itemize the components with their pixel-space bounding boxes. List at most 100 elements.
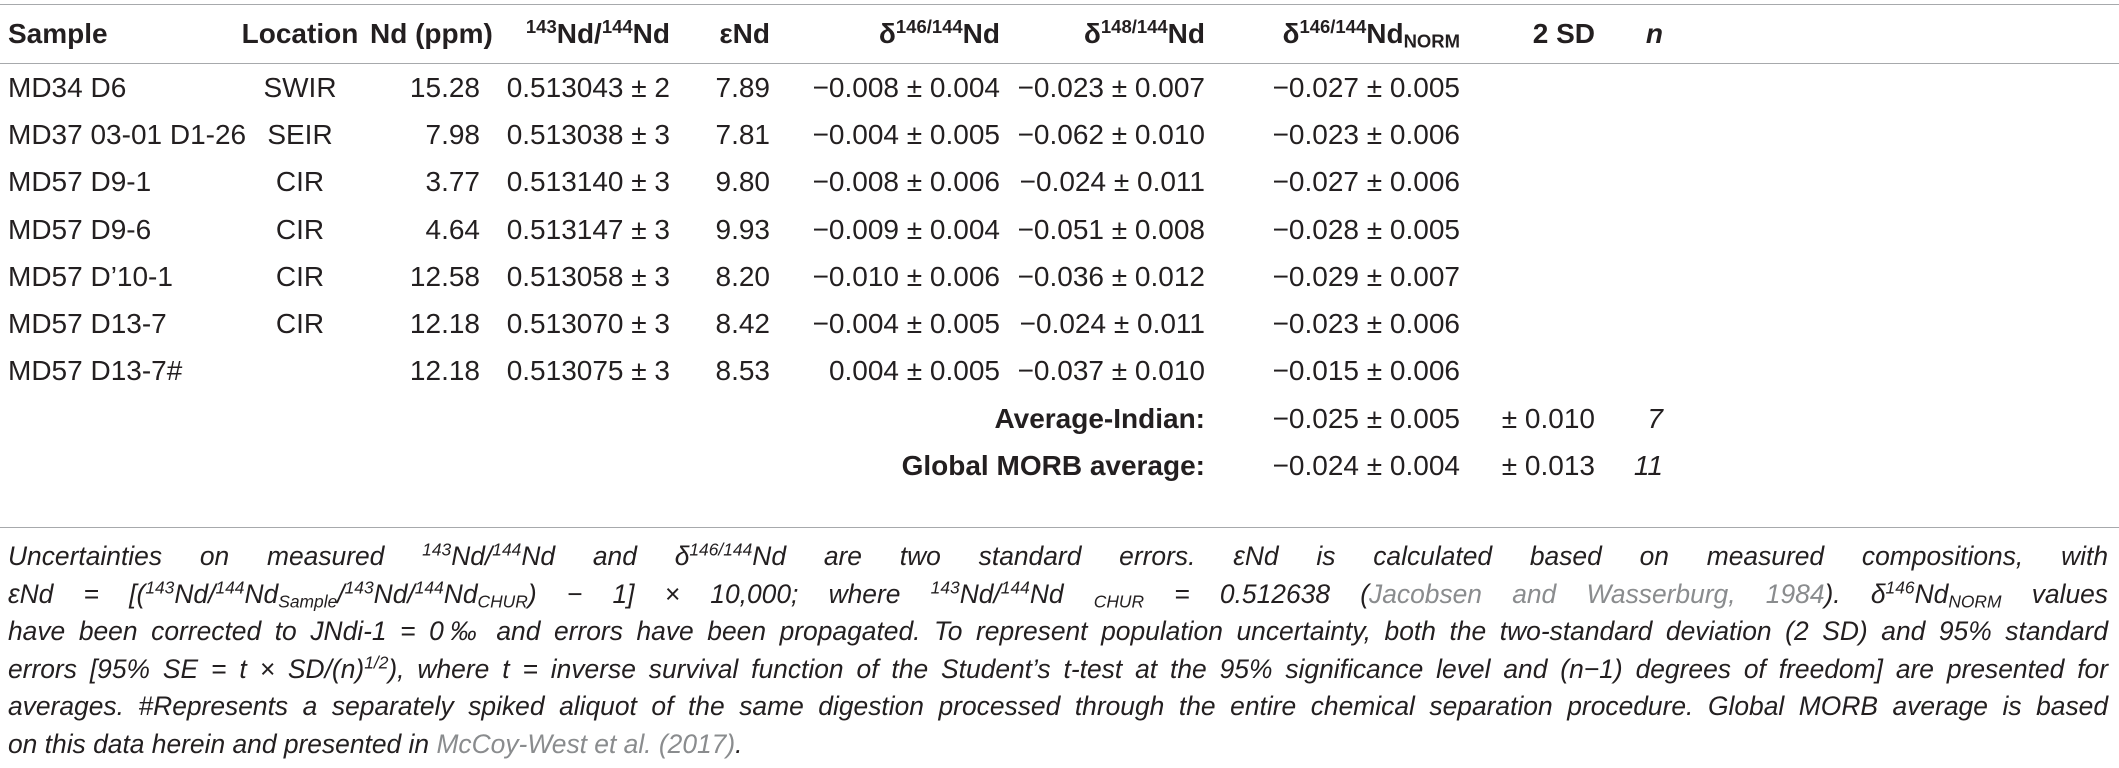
header-sample: Sample xyxy=(8,18,108,49)
cell-delta-146: −0.008 ± 0.006 xyxy=(812,166,1000,198)
cell-sample: MD57 D13-7# xyxy=(8,355,183,387)
summary-label: Global MORB average: xyxy=(901,450,1205,482)
cell-delta-norm: −0.025 ± 0.005 xyxy=(1272,402,1460,434)
reference-link-jacobsen[interactable]: Jacobsen and Wasserburg, 1984 xyxy=(1369,578,1825,609)
cell-n: 7 xyxy=(1647,402,1663,434)
cell-n xyxy=(1595,111,1667,158)
header-nd-ppm: Nd (ppm) xyxy=(370,18,493,49)
cell-n xyxy=(1595,62,1667,111)
cell-n xyxy=(1595,253,1667,300)
cell-epsilon-nd: 7.89 xyxy=(715,71,771,103)
cell-delta-148: −0.024 ± 0.011 xyxy=(1019,166,1205,198)
header-2sd: 2 SD xyxy=(1532,18,1595,49)
cell-2sd xyxy=(1460,159,1595,206)
table-footnote: Uncertainties on measured 143Nd/144Nd an… xyxy=(8,538,2108,764)
cell-nd-ppm: 4.64 xyxy=(425,213,481,245)
cell-nd-ppm: 12.18 xyxy=(409,355,480,387)
cell-delta-norm: −0.028 ± 0.005 xyxy=(1272,213,1460,245)
table-row: MD57 D9-1 CIR 3.77 0.513140 ± 3 9.80 −0.… xyxy=(0,159,2119,206)
cell-2sd xyxy=(1460,348,1595,395)
cell-n xyxy=(1595,348,1667,395)
cell-sample: MD37 03-01 D1-26 xyxy=(8,118,247,150)
cell-nd-ppm: 12.18 xyxy=(409,308,480,340)
cell-2sd xyxy=(1460,300,1595,347)
cell-delta-148: −0.037 ± 0.010 xyxy=(1017,355,1205,387)
cell-nd-ratio: 0.513038 ± 3 xyxy=(506,118,670,150)
cell-n: 11 xyxy=(1633,450,1663,482)
cell-2sd: ± 0.010 xyxy=(1501,402,1595,434)
header-delta-146: δ146/144Nd xyxy=(878,15,1000,49)
summary-row-global-morb: Global MORB average: −0.024 ± 0.004 ± 0.… xyxy=(0,442,2119,489)
summary-row-average-indian: Average-Indian: −0.025 ± 0.005 ± 0.010 7 xyxy=(0,395,2119,442)
table-row: MD34 D6 SWIR 15.28 0.513043 ± 2 7.89 −0.… xyxy=(0,62,2119,111)
cell-n xyxy=(1595,300,1667,347)
table-header-row: Sample Location Nd (ppm) 143Nd/144Nd εNd… xyxy=(0,6,2119,62)
cell-sample: MD57 D9-6 xyxy=(8,213,152,245)
cell-location: CIR xyxy=(275,166,325,198)
table-row: MD57 D13-7# 12.18 0.513075 ± 3 8.53 0.00… xyxy=(0,348,2119,395)
cell-delta-norm: −0.027 ± 0.006 xyxy=(1272,166,1460,198)
cell-nd-ratio: 0.513147 ± 3 xyxy=(506,213,670,245)
cell-delta-146: −0.004 ± 0.005 xyxy=(812,308,1000,340)
cell-delta-148: −0.023 ± 0.007 xyxy=(1017,71,1205,103)
table-row: MD57 D13-7 CIR 12.18 0.513070 ± 3 8.42 −… xyxy=(0,300,2119,347)
isotope-data-table: Sample Location Nd (ppm) 143Nd/144Nd εNd… xyxy=(0,6,2119,490)
footnote-line: errors [95% SE = t × SD/(n)1/2), where t… xyxy=(8,652,2108,684)
cell-location xyxy=(230,348,370,395)
header-location: Location xyxy=(241,18,359,49)
footnote-line: averages. #Represents a separately spike… xyxy=(8,691,2108,722)
footnote-line: εNd = [(143Nd/144NdSample/143Nd/144NdCHU… xyxy=(8,577,2109,611)
footnote-line: have been corrected to JNdi-1 = 0‰ and e… xyxy=(8,616,2108,647)
cell-delta-146: −0.010 ± 0.006 xyxy=(812,260,1000,292)
header-delta-148: δ148/144Nd xyxy=(1083,15,1205,49)
cell-location: CIR xyxy=(275,260,325,292)
cell-2sd xyxy=(1460,206,1595,253)
footnote-line: Uncertainties on measured 143Nd/144Nd an… xyxy=(8,539,2108,571)
cell-n xyxy=(1595,206,1667,253)
table-bottom-rule xyxy=(0,527,2119,528)
table-row: MD57 D9-6 CIR 4.64 0.513147 ± 3 9.93 −0.… xyxy=(0,206,2119,253)
cell-2sd: ± 0.013 xyxy=(1501,450,1595,482)
cell-nd-ratio: 0.513140 ± 3 xyxy=(506,166,670,198)
cell-location: SEIR xyxy=(267,118,333,150)
cell-delta-148: −0.036 ± 0.012 xyxy=(1017,260,1205,292)
cell-2sd xyxy=(1460,62,1595,111)
cell-nd-ppm: 7.98 xyxy=(425,118,481,150)
cell-delta-norm: −0.023 ± 0.006 xyxy=(1272,118,1460,150)
cell-2sd xyxy=(1460,111,1595,158)
cell-nd-ppm: 12.58 xyxy=(409,260,480,292)
cell-delta-146: 0.004 ± 0.005 xyxy=(828,355,1000,387)
reference-link-mccoy-west[interactable]: McCoy-West et al. (2017) xyxy=(436,728,736,759)
cell-delta-norm: −0.015 ± 0.006 xyxy=(1272,355,1460,387)
cell-sample: MD57 D’10-1 xyxy=(8,260,173,292)
cell-sample: MD34 D6 xyxy=(8,71,127,103)
cell-sample: MD57 D13-7 xyxy=(8,308,167,340)
header-n: n xyxy=(1645,18,1663,49)
cell-delta-norm: −0.023 ± 0.006 xyxy=(1272,308,1460,340)
cell-epsilon-nd: 8.53 xyxy=(715,355,771,387)
footnote-line: on this data herein and presented in McC… xyxy=(8,728,743,759)
cell-epsilon-nd: 8.42 xyxy=(715,308,771,340)
cell-delta-146: −0.004 ± 0.005 xyxy=(812,118,1000,150)
cell-nd-ppm: 3.77 xyxy=(425,166,481,198)
cell-location: CIR xyxy=(275,308,325,340)
cell-location: SWIR xyxy=(263,71,337,103)
cell-delta-148: −0.024 ± 0.011 xyxy=(1019,308,1205,340)
cell-delta-norm: −0.027 ± 0.005 xyxy=(1272,71,1460,103)
summary-label: Average-Indian: xyxy=(994,402,1205,434)
cell-2sd xyxy=(1460,253,1595,300)
cell-epsilon-nd: 9.93 xyxy=(715,213,771,245)
cell-delta-norm: −0.029 ± 0.007 xyxy=(1272,260,1460,292)
cell-nd-ratio: 0.513075 ± 3 xyxy=(506,355,670,387)
table-row: MD37 03-01 D1-26 SEIR 7.98 0.513038 ± 3 … xyxy=(0,111,2119,158)
cell-delta-norm: −0.024 ± 0.004 xyxy=(1272,450,1460,482)
cell-epsilon-nd: 8.20 xyxy=(715,260,771,292)
cell-nd-ppm: 15.28 xyxy=(409,71,480,103)
table-top-rule xyxy=(0,4,2119,5)
cell-sample: MD57 D9-1 xyxy=(8,166,152,198)
header-nd-ratio: 143Nd/144Nd xyxy=(525,15,670,49)
cell-epsilon-nd: 9.80 xyxy=(715,166,771,198)
cell-delta-148: −0.051 ± 0.008 xyxy=(1017,213,1205,245)
cell-n xyxy=(1595,159,1667,206)
